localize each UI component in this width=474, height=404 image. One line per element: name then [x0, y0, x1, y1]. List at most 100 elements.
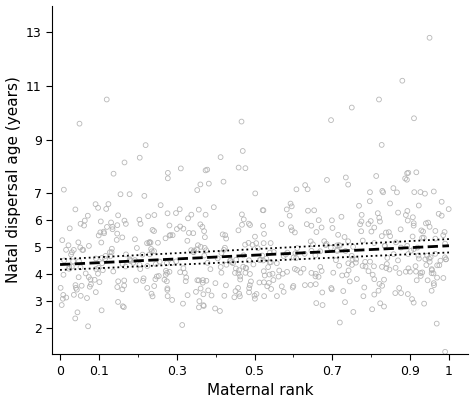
Point	[84, 323, 92, 330]
Point	[404, 251, 412, 257]
Point	[236, 290, 243, 297]
Point	[431, 250, 439, 257]
Point	[349, 309, 357, 315]
Point	[162, 267, 170, 274]
Point	[68, 263, 76, 270]
Point	[307, 282, 314, 288]
Point	[406, 268, 414, 275]
Point	[430, 270, 438, 277]
Point	[260, 268, 267, 274]
Point	[303, 221, 310, 227]
Point	[81, 217, 89, 224]
Point	[392, 239, 400, 246]
Point	[114, 212, 122, 219]
Point	[379, 189, 387, 196]
Point	[426, 34, 433, 41]
Point	[157, 202, 164, 208]
Point	[219, 231, 227, 238]
Point	[126, 256, 134, 263]
Point	[293, 267, 301, 273]
Point	[401, 175, 409, 182]
Point	[287, 200, 294, 207]
Point	[430, 280, 438, 286]
Point	[318, 268, 326, 274]
Point	[108, 246, 116, 252]
Point	[182, 278, 190, 284]
Point	[345, 267, 352, 274]
Point	[435, 210, 442, 217]
Point	[117, 191, 124, 198]
Point	[258, 252, 266, 259]
Point	[147, 239, 155, 246]
Point	[378, 282, 386, 289]
Point	[109, 226, 116, 232]
Point	[195, 277, 202, 284]
Point	[187, 247, 195, 253]
Point	[238, 118, 246, 125]
Point	[95, 232, 102, 239]
Point	[60, 186, 68, 193]
Point	[182, 274, 190, 281]
Point	[176, 269, 184, 276]
Point	[315, 217, 322, 223]
Point	[75, 258, 83, 265]
Point	[365, 268, 372, 274]
Point	[92, 266, 100, 272]
Point	[146, 251, 154, 257]
Point	[287, 224, 295, 231]
Point	[361, 284, 368, 291]
Point	[404, 217, 411, 224]
Point	[180, 225, 187, 232]
Point	[353, 276, 361, 282]
Point	[410, 115, 418, 122]
Point	[113, 230, 121, 237]
Point	[166, 232, 174, 238]
Point	[245, 221, 253, 227]
Point	[249, 242, 256, 248]
Point	[164, 210, 171, 217]
Point	[360, 293, 367, 299]
Point	[308, 223, 315, 229]
Point	[304, 186, 311, 192]
Point	[194, 242, 202, 248]
Point	[414, 244, 421, 251]
Point	[259, 257, 267, 264]
Point	[242, 265, 249, 271]
Point	[283, 269, 291, 275]
Point	[199, 224, 206, 230]
Point	[193, 277, 201, 284]
Point	[420, 235, 428, 241]
Point	[283, 206, 291, 213]
Point	[235, 267, 243, 274]
Point	[417, 189, 424, 195]
Point	[119, 261, 127, 267]
Point	[348, 262, 356, 268]
Point	[412, 169, 420, 175]
Point	[366, 198, 374, 204]
Point	[334, 231, 342, 238]
Point	[192, 288, 200, 295]
Point	[442, 256, 450, 263]
Point	[113, 284, 121, 290]
Point	[378, 188, 386, 194]
Point	[255, 279, 263, 286]
Point	[74, 239, 82, 246]
Point	[292, 250, 299, 257]
Point	[264, 283, 271, 290]
Point	[77, 221, 84, 227]
Point	[73, 309, 81, 316]
Point	[309, 241, 317, 248]
Point	[67, 251, 75, 258]
Point	[95, 264, 102, 271]
Point	[270, 277, 277, 283]
Point	[430, 188, 438, 195]
Point	[380, 276, 388, 283]
Point	[312, 281, 319, 287]
Point	[286, 213, 293, 219]
Point	[87, 276, 94, 283]
Point	[390, 251, 397, 257]
Point	[85, 243, 93, 249]
Point	[218, 269, 225, 276]
Point	[239, 263, 247, 270]
Point	[361, 259, 369, 265]
